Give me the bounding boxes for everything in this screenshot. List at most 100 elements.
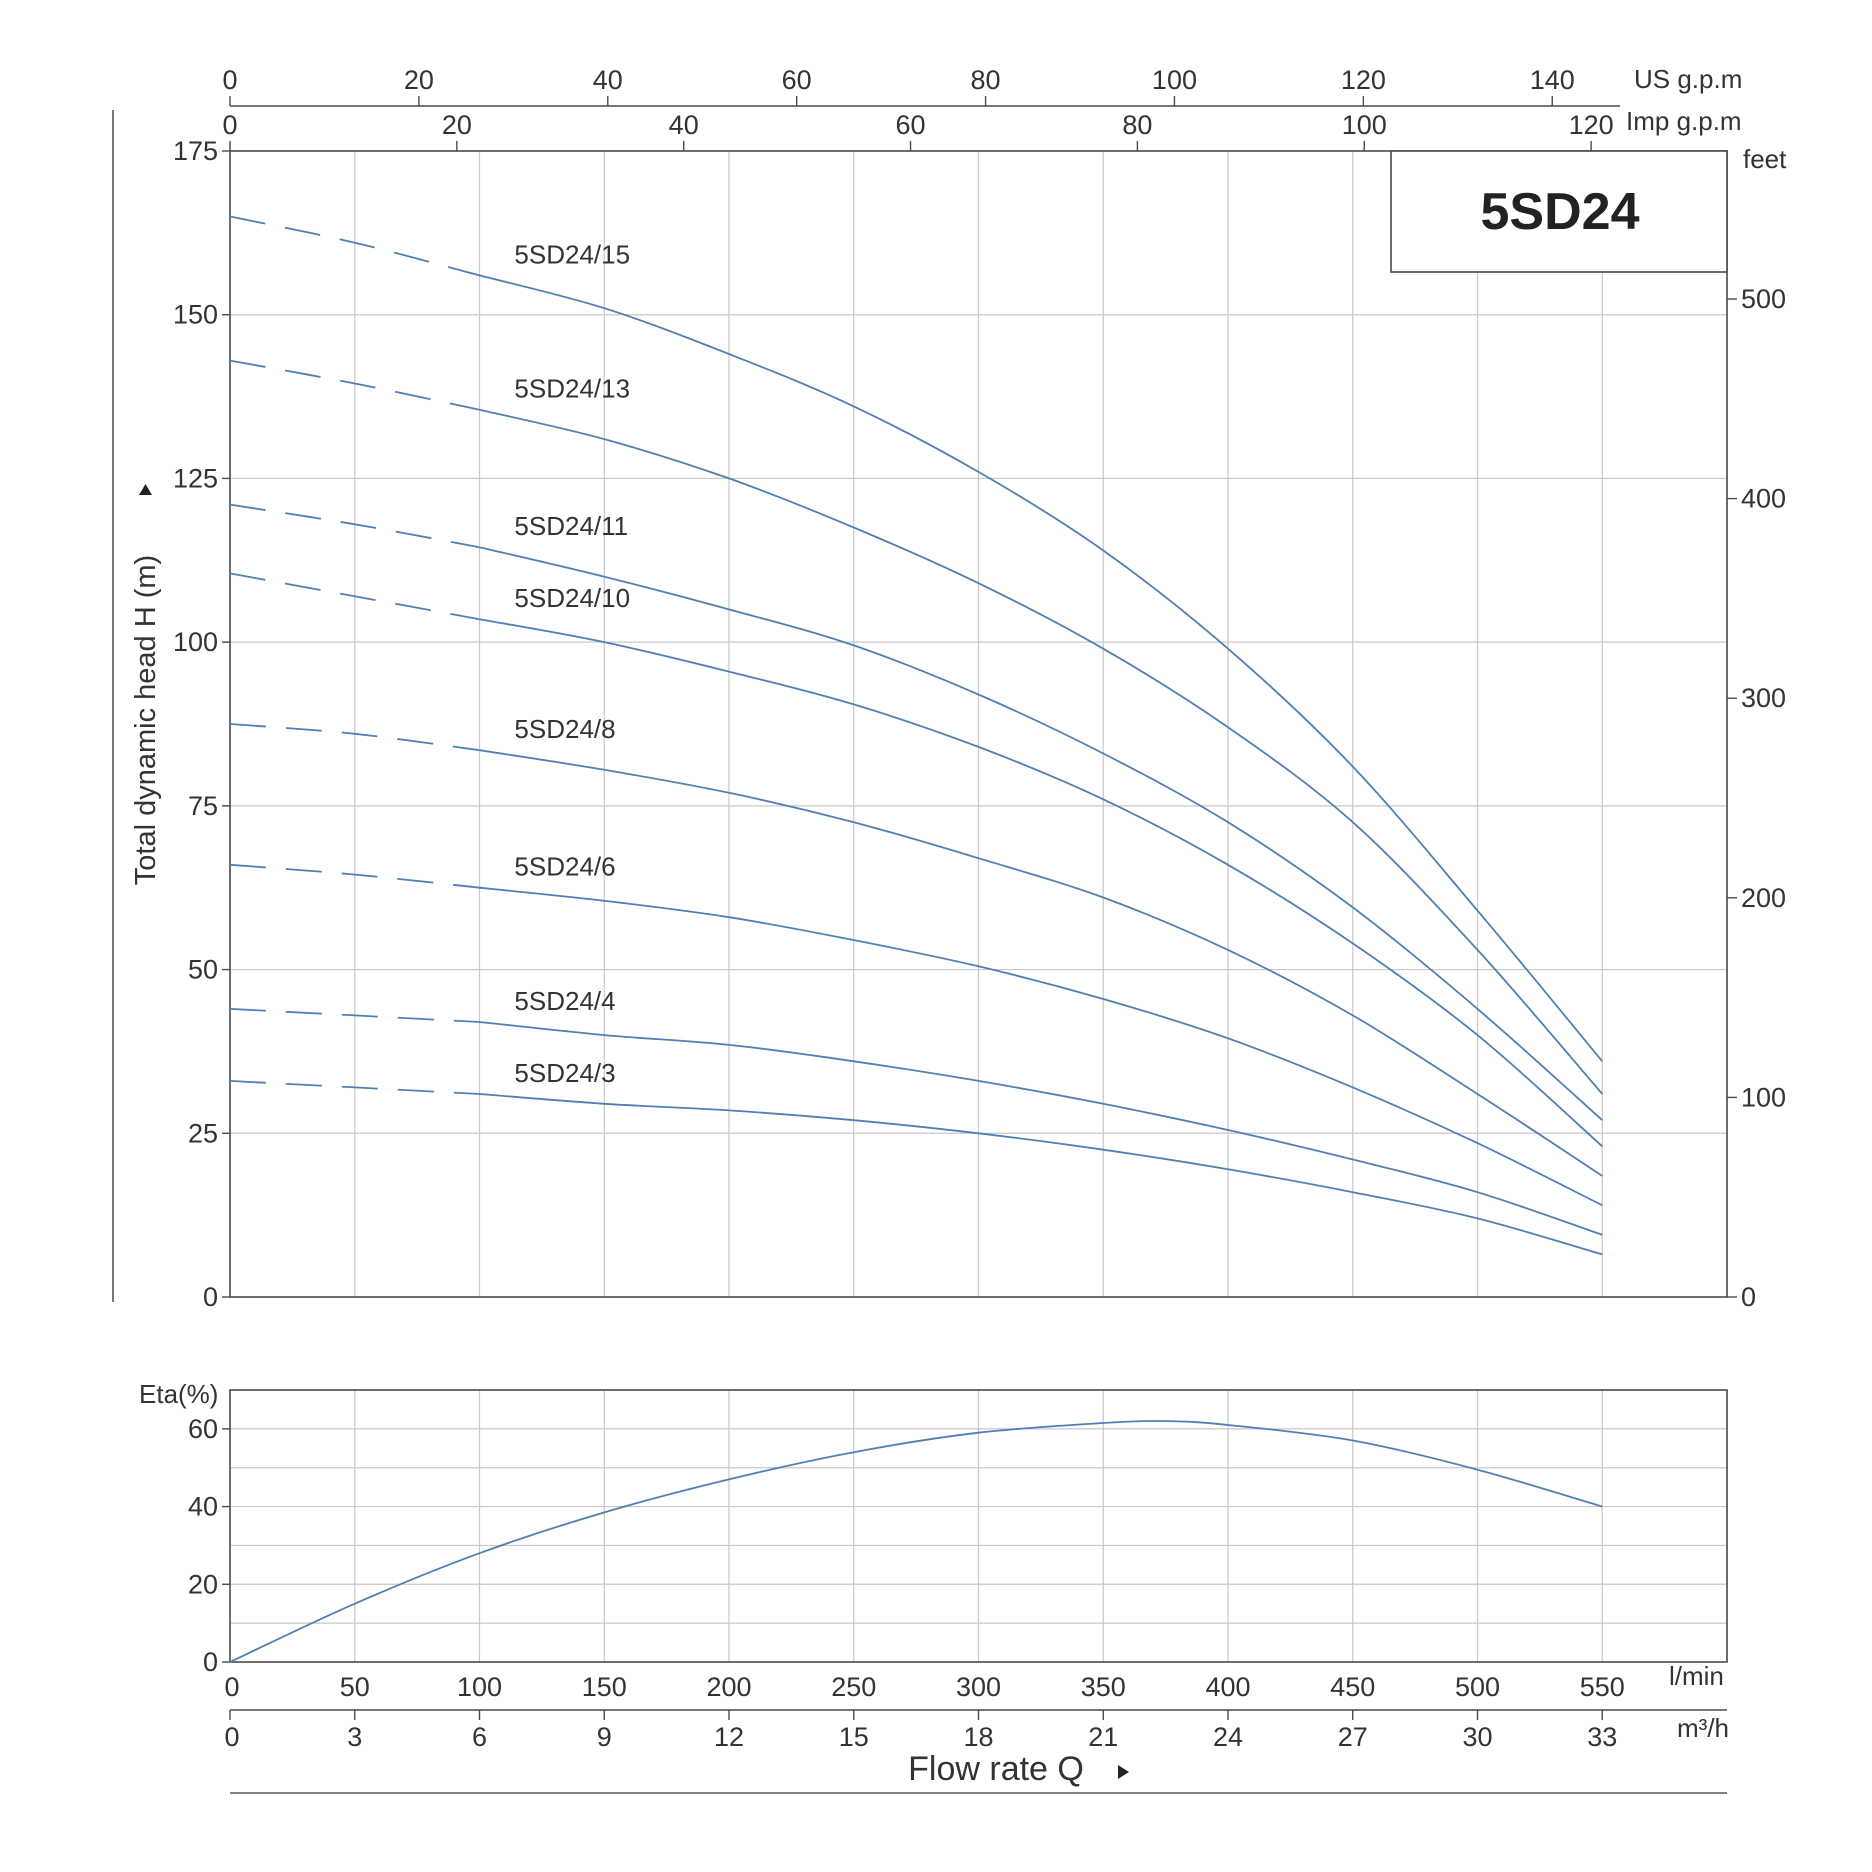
head-y-tick-label: 175	[173, 136, 218, 166]
eff-y-tick-label: 40	[188, 1492, 218, 1522]
feet-y-tick-label: 400	[1741, 484, 1786, 514]
us-gpm-tick-label: 100	[1152, 65, 1197, 95]
m3h-tick-label: 6	[472, 1722, 487, 1752]
imp-gpm-tick-label: 120	[1569, 110, 1614, 140]
m3h-tick-label: 9	[597, 1722, 612, 1752]
head-curve	[479, 886, 1603, 1207]
us-gpm-tick-label: 40	[593, 65, 623, 95]
lpm-tick-label: 550	[1580, 1672, 1625, 1702]
head-chart-grid	[229, 150, 1728, 1298]
efficiency-plot-frame	[229, 1389, 1728, 1663]
imp-gpm-tick-label: 20	[442, 110, 472, 140]
head-curve-dashed-segment	[229, 572, 480, 621]
eff-y-tick-label: 20	[188, 1569, 218, 1599]
imp-gpm-tick-label: 80	[1122, 110, 1152, 140]
efficiency-curve	[229, 1420, 1603, 1663]
lpm-tick-label: 350	[1081, 1672, 1126, 1702]
head-y-tick-label: 125	[173, 463, 218, 493]
eff-y-tick-label: 60	[188, 1414, 218, 1444]
us-gpm-tick-label: 120	[1341, 65, 1386, 95]
head-curve-label: 5SD24/4	[514, 986, 615, 1016]
imp-gpm-tick-label: 100	[1342, 110, 1387, 140]
head-curve-dashed-segment	[229, 723, 480, 752]
head-y-tick-label: 25	[188, 1118, 218, 1148]
head-curve-dashed-segment	[229, 1080, 480, 1095]
m3h-tick-label: 30	[1462, 1722, 1492, 1752]
lpm-tick-label: 150	[582, 1672, 627, 1702]
lpm-tick-label: 50	[340, 1672, 370, 1702]
y-axis-label-feet: feet	[1743, 144, 1787, 174]
x-axis-label-lpm: l/min	[1669, 1661, 1724, 1691]
us-gpm-tick-label: 80	[971, 65, 1001, 95]
m3h-tick-label: 27	[1338, 1722, 1368, 1752]
y-axis-arrow-icon	[139, 484, 152, 495]
x-axis-label-us-gpm: US g.p.m	[1634, 64, 1742, 94]
lpm-tick-label: 100	[457, 1672, 502, 1702]
head-curve-dashed-segment	[229, 503, 480, 549]
imp-gpm-tick-label: 0	[222, 110, 237, 140]
us-gpm-tick-label: 140	[1530, 65, 1575, 95]
m3h-tick-label: 24	[1213, 1722, 1243, 1752]
efficiency-chart-grid	[229, 1389, 1728, 1663]
head-curve	[479, 546, 1603, 1121]
us-gpm-tick-label: 0	[222, 65, 237, 95]
head-curves: 5SD24/15 5SD24/13 5SD24/11 5SD24/10 5SD24/8 5…	[229, 215, 1603, 1256]
head-y-tick-label: 75	[188, 791, 218, 821]
head-curve-label: 5SD24/11	[514, 511, 628, 541]
imp-gpm-tick-label: 60	[896, 110, 926, 140]
lpm-tick-label: 200	[706, 1672, 751, 1702]
imp-gpm-tick-label: 40	[669, 110, 699, 140]
head-curve	[479, 749, 1603, 1177]
head-curve	[479, 618, 1603, 1148]
m3h-tick-label: 21	[1088, 1722, 1118, 1752]
head-curve	[479, 274, 1603, 1062]
head-y-tick-label: 150	[173, 300, 218, 330]
y-axis-label-head: Total dynamic head H (m)	[130, 555, 162, 885]
head-curve	[479, 408, 1603, 1095]
feet-y-tick-label: 200	[1741, 883, 1786, 913]
feet-y-tick-label: 300	[1741, 683, 1786, 713]
chart-title: 5SD24	[1481, 183, 1640, 241]
lpm-tick-label: 250	[831, 1672, 876, 1702]
x-axis-label-m3h: m³/h	[1677, 1713, 1729, 1743]
x-axis-arrow-icon	[1118, 1765, 1129, 1779]
head-curve-label: 5SD24/6	[514, 852, 615, 882]
head-curve	[479, 1021, 1603, 1236]
head-y-tick-label: 0	[203, 1282, 218, 1312]
head-curve-label: 5SD24/10	[514, 583, 630, 613]
head-curve-dashed-segment	[229, 359, 480, 411]
m3h-tick-label: 15	[839, 1722, 869, 1752]
head-curve-label: 5SD24/3	[514, 1058, 615, 1088]
head-curve-dashed-segment	[229, 215, 480, 277]
head-y-tick-label: 50	[188, 955, 218, 985]
m3h-tick-label: 12	[714, 1722, 744, 1752]
feet-y-tick-label: 500	[1741, 284, 1786, 314]
lpm-tick-label: 450	[1330, 1672, 1375, 1702]
head-curve-label: 5SD24/8	[514, 714, 615, 744]
x-axis-label-imp-gpm: Imp g.p.m	[1626, 106, 1742, 136]
head-curve-label: 5SD24/15	[514, 239, 630, 269]
lpm-tick-label: 500	[1455, 1672, 1500, 1702]
y-axis-label-eta: Eta(%)	[139, 1379, 218, 1409]
m3h-tick-label: 0	[224, 1722, 239, 1752]
head-y-tick-label: 100	[173, 627, 218, 657]
eff-y-tick-label: 0	[203, 1647, 218, 1677]
x-axis-title: Flow rate Q	[908, 1750, 1084, 1788]
m3h-tick-label: 33	[1587, 1722, 1617, 1752]
head-curve	[479, 1093, 1603, 1256]
head-curve-dashed-segment	[229, 863, 480, 889]
feet-y-tick-label: 0	[1741, 1282, 1756, 1312]
lpm-tick-label: 400	[1205, 1672, 1250, 1702]
m3h-tick-label: 18	[963, 1722, 993, 1752]
feet-y-tick-label: 100	[1741, 1082, 1786, 1112]
us-gpm-tick-label: 20	[404, 65, 434, 95]
us-gpm-tick-label: 60	[782, 65, 812, 95]
lpm-tick-label: 300	[956, 1672, 1001, 1702]
head-curve-dashed-segment	[229, 1008, 480, 1023]
lpm-tick-label: 0	[224, 1672, 239, 1702]
head-curve-label: 5SD24/13	[514, 374, 630, 404]
efficiency-curve-group	[229, 1420, 1603, 1663]
chart-title-box	[1390, 150, 1728, 273]
